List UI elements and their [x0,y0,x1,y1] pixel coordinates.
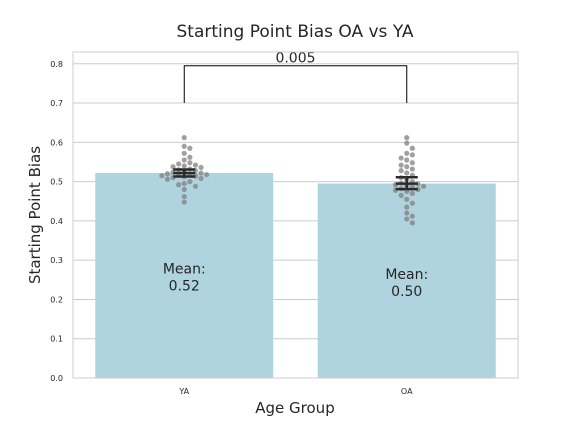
data-point [187,145,193,151]
data-point [176,182,182,188]
data-point [409,190,415,196]
data-point [187,179,193,185]
x-axis-label: Age Group [255,399,334,417]
bar-ya [95,172,274,378]
plot-frame [72,51,519,379]
data-point [404,140,410,146]
y-tick-label: 0.4 [50,217,63,226]
data-point [398,192,404,198]
chart-title: Starting Point Bias OA vs YA [176,22,413,42]
significance-line [183,65,408,104]
data-point [409,213,415,219]
data-point [181,193,187,200]
data-point [398,155,404,161]
data-point [187,154,193,160]
data-point [404,164,410,170]
y-tick-labels: 0.0 0.1 0.2 0.3 0.4 0.5 0.6 0.7 0.8 [50,60,63,383]
data-point [181,186,187,193]
data-point [159,173,165,179]
data-point [409,220,415,226]
data-point [409,145,415,151]
data-point [198,170,204,176]
data-point [187,160,193,166]
data-point [164,176,171,182]
significance-bracket: 0.005 [183,51,408,104]
data-point [164,171,171,177]
bars [95,172,496,378]
data-point [181,150,187,156]
mean-value: 0.50 [391,284,422,300]
data-point [404,210,410,216]
y-tick-label: 0.3 [50,256,63,265]
error-bars [173,168,418,191]
data-point [192,162,199,168]
bar-oa [317,183,496,378]
data-point [181,180,187,187]
data-point [181,135,187,141]
data-point [398,162,404,168]
x-tick-label: YA [178,387,189,396]
y-tick-label: 0.5 [50,178,63,187]
data-point [181,157,187,163]
data-point [404,150,410,156]
data-point [181,163,187,169]
y-tick-label: 0.8 [50,60,63,69]
mean-label: Mean: [163,261,206,277]
data-point [181,199,187,205]
data-point [198,164,204,171]
y-tick-label: 0.7 [50,99,63,108]
data-point [404,196,410,202]
data-point [404,204,410,210]
data-points [159,135,427,226]
y-tick-label: 0.0 [50,374,63,383]
data-point [409,166,415,172]
y-axis-label: Starting Point Bias [26,146,44,284]
y-tick-label: 0.2 [50,295,63,304]
data-point [404,135,410,141]
data-point [409,152,415,158]
x-tick-labels: YA OA [178,387,413,396]
data-point [398,168,404,174]
y-tick-label: 0.6 [50,138,63,147]
data-point [404,157,410,163]
data-point [181,143,187,149]
data-point [198,175,204,182]
mean-label: Mean: [385,267,428,283]
x-tick-label: OA [401,387,413,396]
data-point [409,200,415,206]
y-tick-label: 0.1 [50,335,63,344]
data-point [192,183,199,189]
p-value-label: 0.005 [275,51,315,67]
data-point [404,170,410,176]
data-point [176,161,182,167]
data-point [420,183,427,189]
data-point [170,164,176,170]
data-point [204,171,210,178]
data-point [409,160,415,166]
mean-value: 0.52 [169,278,200,294]
data-point [404,216,410,222]
